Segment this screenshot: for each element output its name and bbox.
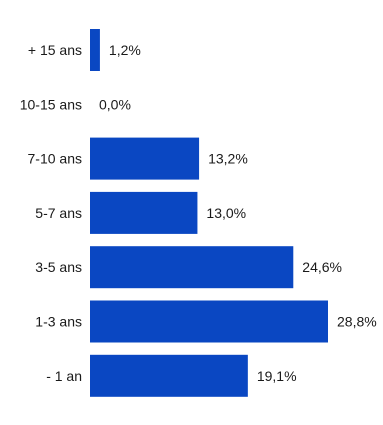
value-label: 19,1% xyxy=(257,368,297,384)
category-label: + 15 ans xyxy=(28,42,82,58)
value-label: 24,6% xyxy=(302,259,342,275)
category-label: 3-5 ans xyxy=(35,259,82,275)
bar xyxy=(90,191,198,234)
bar xyxy=(90,354,248,397)
category-label: 1-3 ans xyxy=(35,314,82,330)
category-label: 7-10 ans xyxy=(28,151,82,167)
labels-layer: + 15 ans 1,2% 10-15 ans 0,0% 7-10 ans 13,2% 5-… xyxy=(20,42,377,384)
category-label: 10-15 ans xyxy=(20,96,82,112)
bar xyxy=(90,29,100,71)
value-label: 28,8% xyxy=(337,314,377,330)
bars-layer xyxy=(90,29,328,397)
category-label: - 1 an xyxy=(46,368,82,384)
bar xyxy=(90,300,328,343)
bar xyxy=(90,137,200,180)
value-label: 0,0% xyxy=(99,96,131,112)
value-label: 13,2% xyxy=(208,151,248,167)
category-label: 5-7 ans xyxy=(35,205,82,221)
value-label: 1,2% xyxy=(109,42,141,58)
value-label: 13,0% xyxy=(206,205,246,221)
bar xyxy=(90,246,294,289)
